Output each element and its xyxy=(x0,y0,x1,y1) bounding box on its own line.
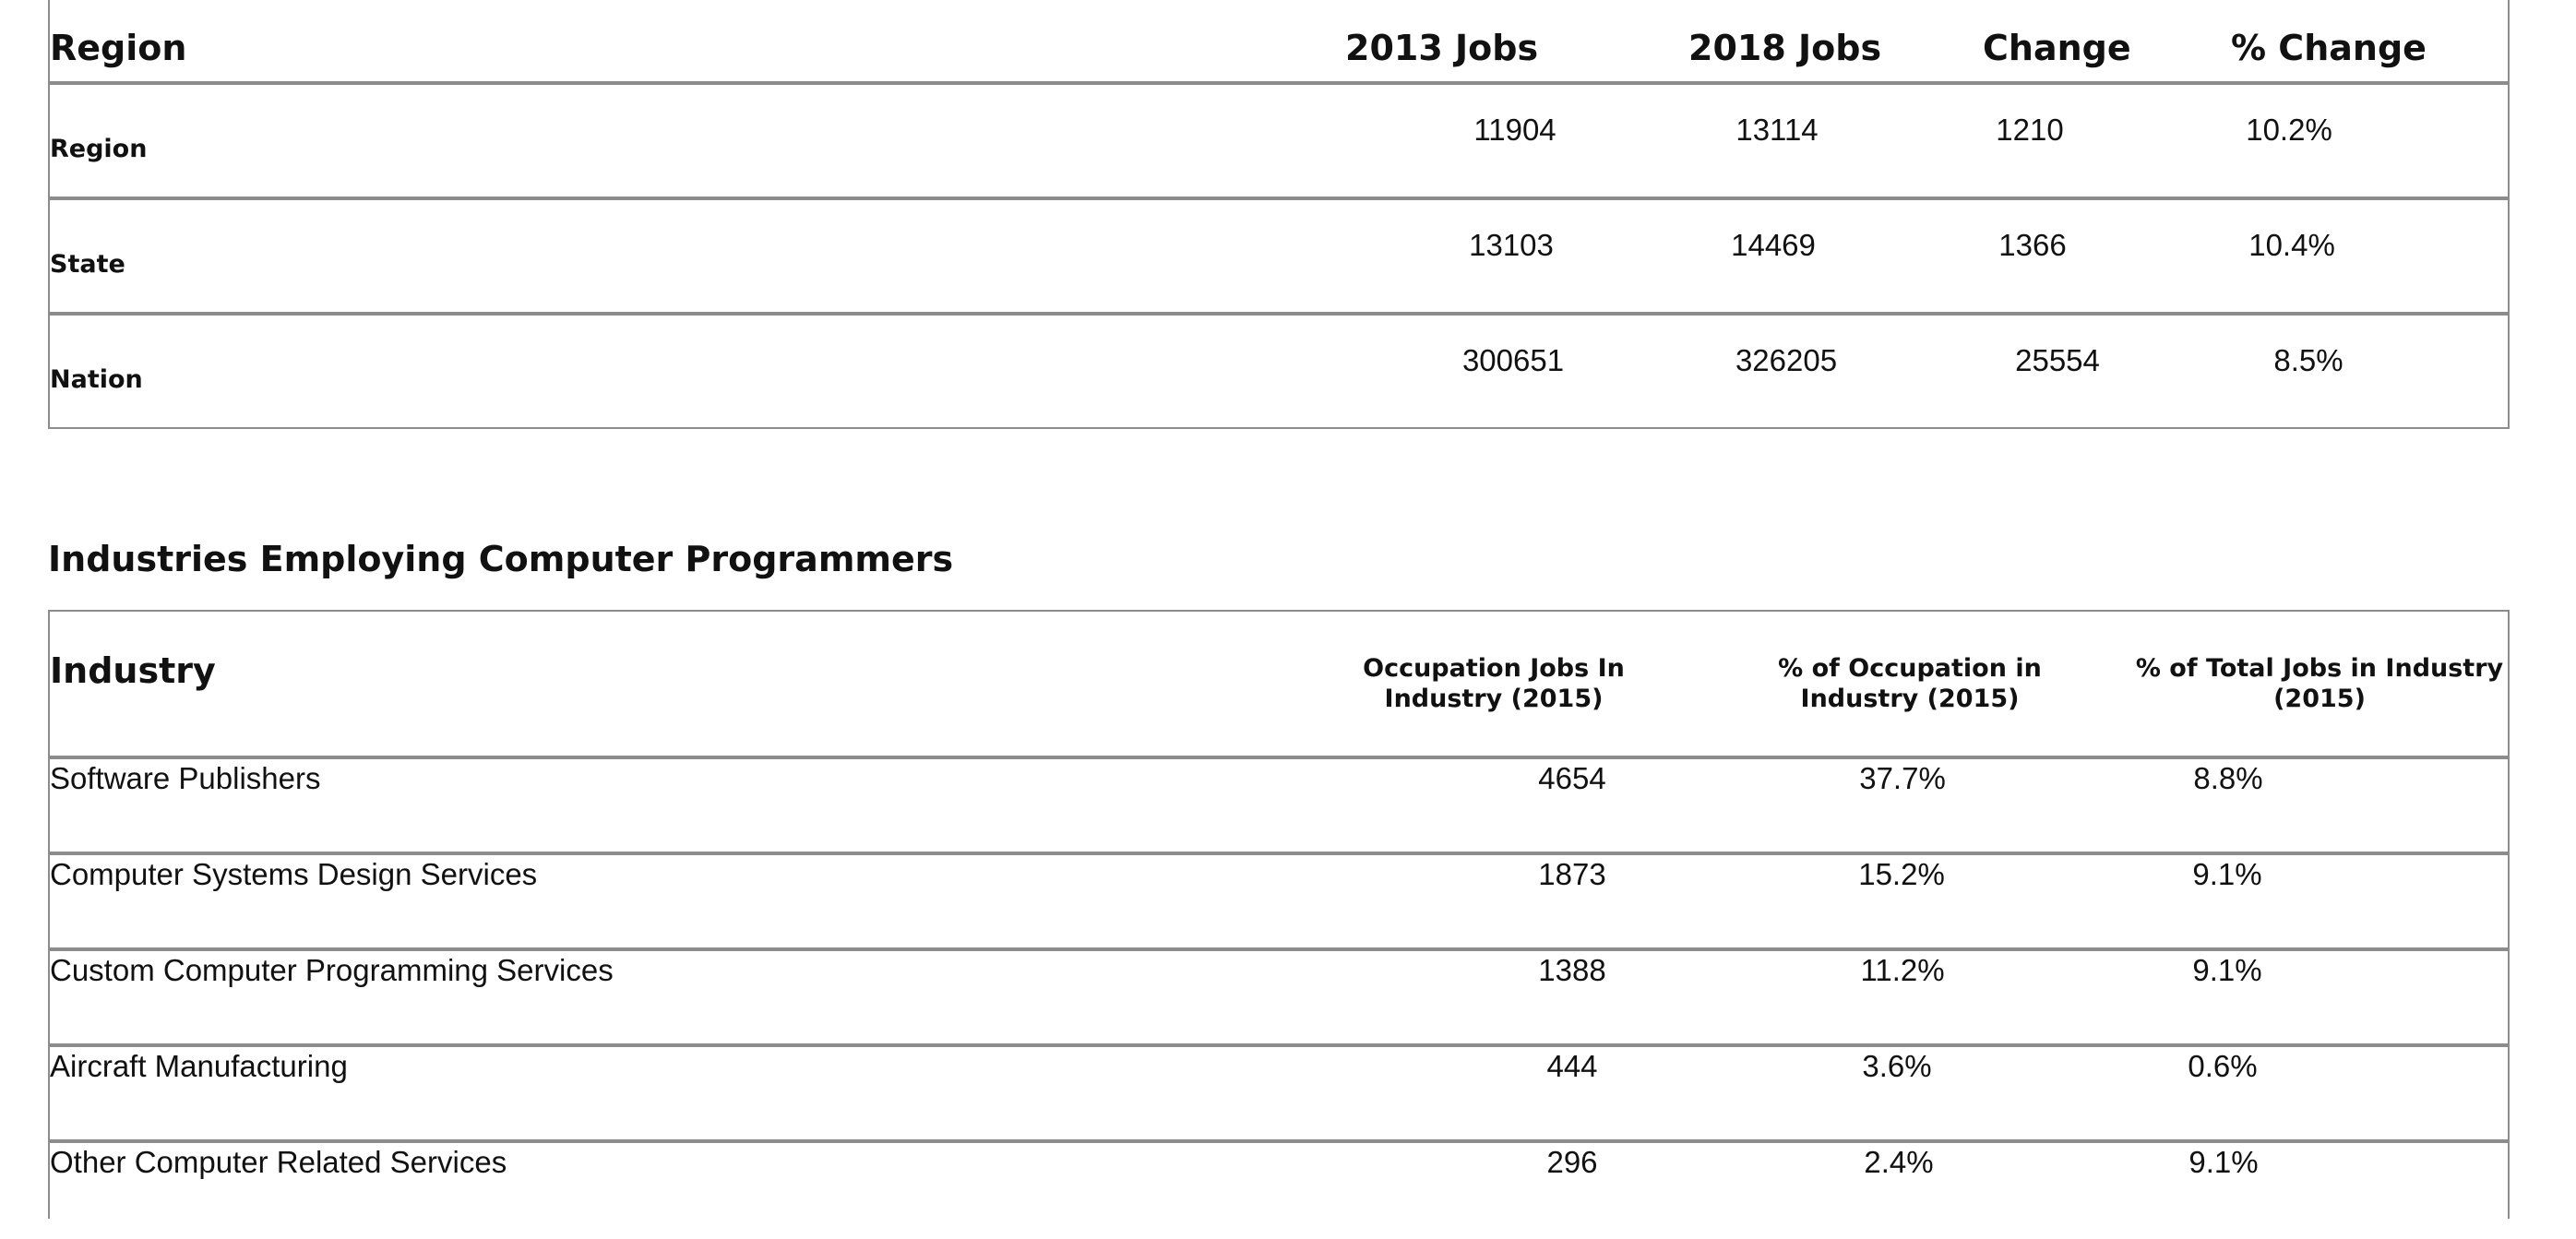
column-header-pct-change: % Change xyxy=(2231,28,2427,68)
occupation-jobs-value: 1873 xyxy=(1538,857,1606,891)
industry-name: Custom Computer Programming Services xyxy=(50,953,614,987)
jobs-2018-value: 14469 xyxy=(1731,228,1816,262)
change-value: 1210 xyxy=(1996,113,2064,147)
pct-occupation-value: 11.2% xyxy=(1860,953,1945,987)
row-label: Region xyxy=(50,135,148,163)
jobs-2013-value: 11904 xyxy=(1473,113,1556,147)
occupation-jobs-value: 444 xyxy=(1546,1049,1598,1083)
column-header-pct-total-jobs: % of Total Jobs in Industry (2015) xyxy=(2135,654,2504,713)
jobs-2018-value: 13114 xyxy=(1735,113,1819,147)
occupation-jobs-value: 4654 xyxy=(1538,761,1606,795)
table-row: Other Computer Related Services 296 2.4%… xyxy=(50,1143,2508,1239)
column-header-occupation-jobs: Occupation Jobs In Industry (2015) xyxy=(1363,654,1625,713)
change-value: 25554 xyxy=(2015,343,2100,377)
pct-occupation-value: 2.4% xyxy=(1864,1145,1934,1179)
pct-occupation-value: 3.6% xyxy=(1862,1049,1932,1083)
occupation-jobs-value: 296 xyxy=(1546,1145,1598,1179)
table-row: State 13103 14469 1366 10.4% xyxy=(50,200,2508,316)
pct-total-value: 8.8% xyxy=(2193,761,2263,795)
column-header-region: Region xyxy=(50,28,187,68)
table-row: Nation 300651 326205 25554 8.5% xyxy=(50,316,2508,427)
region-table-header-row: Region 2013 Jobs 2018 Jobs Change % Chan… xyxy=(50,0,2508,85)
pct-occupation-value: 15.2% xyxy=(1858,857,1945,891)
table-row: Software Publishers 4654 37.7% 8.8% xyxy=(50,759,2508,855)
pct-total-value: 9.1% xyxy=(2192,953,2262,987)
column-header-change: Change xyxy=(1983,28,2131,68)
column-header-industry: Industry xyxy=(50,650,216,691)
jobs-2013-value: 13103 xyxy=(1469,228,1554,262)
jobs-2018-value: 326205 xyxy=(1735,343,1838,377)
pct-total-value: 0.6% xyxy=(2188,1049,2258,1083)
region-jobs-table: Region 2013 Jobs 2018 Jobs Change % Chan… xyxy=(48,0,2510,429)
industry-name: Software Publishers xyxy=(50,761,321,795)
row-label: Nation xyxy=(50,365,143,394)
industry-name: Computer Systems Design Services xyxy=(50,857,538,891)
table-row: Aircraft Manufacturing 444 3.6% 0.6% xyxy=(50,1047,2508,1143)
pct-change-value: 8.5% xyxy=(2273,343,2343,377)
industry-name: Other Computer Related Services xyxy=(50,1145,507,1179)
table-row: Region 11904 13114 1210 10.2% xyxy=(50,85,2508,200)
industries-table: Industry Occupation Jobs In Industry (20… xyxy=(48,610,2510,1219)
column-header-2013-jobs: 2013 Jobs xyxy=(1345,28,1539,68)
pct-change-value: 10.4% xyxy=(2248,228,2335,262)
industry-name: Aircraft Manufacturing xyxy=(50,1049,348,1083)
row-label: State xyxy=(50,250,125,279)
pct-total-value: 9.1% xyxy=(2188,1145,2259,1179)
section-title-industries: Industries Employing Computer Programmer… xyxy=(48,539,954,579)
industries-table-header-row: Industry Occupation Jobs In Industry (20… xyxy=(50,612,2508,759)
table-row: Custom Computer Programming Services 138… xyxy=(50,951,2508,1047)
table-row: Computer Systems Design Services 1873 15… xyxy=(50,855,2508,951)
change-value: 1366 xyxy=(1998,228,2067,262)
pct-occupation-value: 37.7% xyxy=(1859,761,1946,795)
column-header-pct-occupation: % of Occupation in Industry (2015) xyxy=(1778,654,2042,713)
jobs-2013-value: 300651 xyxy=(1461,343,1565,377)
occupation-jobs-value: 1388 xyxy=(1538,953,1606,987)
pct-total-value: 9.1% xyxy=(2192,857,2262,891)
column-header-2018-jobs: 2018 Jobs xyxy=(1688,28,1882,68)
pct-change-value: 10.2% xyxy=(2246,113,2332,147)
